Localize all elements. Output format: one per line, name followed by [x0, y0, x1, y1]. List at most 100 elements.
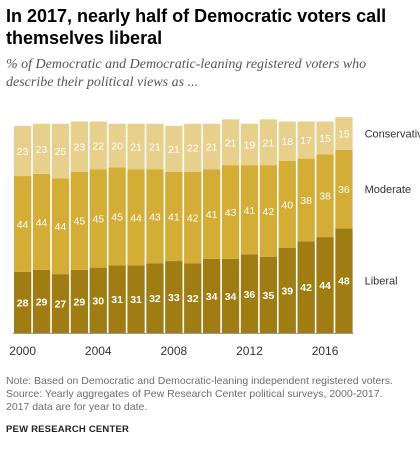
moderate-value-label: 44 [55, 221, 67, 233]
liberal-value-label: 35 [263, 290, 275, 302]
liberal-bar [297, 241, 315, 333]
conservative-bar [14, 125, 32, 177]
liberal-bar [184, 263, 202, 333]
moderate-value-label: 43 [225, 207, 237, 219]
conservative-value-label: 23 [17, 146, 29, 158]
liberal-value-label: 32 [187, 293, 199, 305]
moderate-bar [108, 167, 126, 266]
liberal-value-label: 32 [149, 293, 161, 305]
moderate-value-label: 44 [36, 217, 48, 229]
liberal-bar [335, 228, 353, 333]
liberal-value-label: 44 [319, 280, 331, 292]
conservative-value-label: 21 [206, 142, 218, 154]
note-line: 2017 data are for year to date. [6, 401, 148, 413]
liberal-bar [32, 269, 51, 333]
liberal-value-label: 29 [74, 296, 86, 308]
chart-title: In 2017, nearly half of Democratic voter… [6, 6, 387, 48]
x-tick-label: 2012 [236, 344, 263, 358]
liberal-value-label: 39 [281, 285, 293, 297]
moderate-value-label: 44 [130, 212, 142, 224]
liberal-bar [221, 258, 240, 333]
conservative-bar [89, 121, 107, 170]
liberal-bar [316, 237, 334, 333]
liberal-value-label: 33 [168, 292, 180, 304]
moderate-bar [146, 169, 164, 264]
liberal-bar [127, 265, 145, 333]
moderate-value-label: 42 [187, 212, 199, 224]
conservative-value-label: 21 [263, 137, 275, 149]
liberal-value-label: 34 [225, 291, 237, 303]
moderate-bar [70, 171, 88, 270]
moderate-value-label: 45 [74, 216, 86, 228]
moderate-bar [259, 165, 277, 257]
conservative-value-label: 22 [187, 143, 199, 155]
liberal-value-label: 36 [244, 289, 256, 301]
liberal-bar [108, 265, 126, 333]
liberal-value-label: 28 [17, 297, 29, 309]
liberal-bar [146, 263, 164, 333]
conservative-bar [146, 123, 164, 170]
conservative-value-label: 17 [300, 135, 312, 147]
chart-note: Note: Based on Democratic and Democratic… [6, 375, 411, 414]
conservative-value-label: 23 [36, 144, 48, 156]
liberal-bar [51, 274, 70, 333]
moderate-value-label: 42 [263, 206, 275, 218]
conservative-value-label: 22 [92, 141, 104, 153]
conservative-bar [184, 123, 202, 172]
conservative-bar [240, 123, 259, 166]
moderate-bar [297, 158, 315, 242]
x-tick-label: 2016 [312, 344, 339, 358]
liberal-value-label: 42 [300, 282, 312, 294]
conservative-value-label: 21 [225, 137, 237, 149]
conservative-value-label: 21 [168, 144, 180, 156]
liberal-value-label: 27 [55, 299, 67, 311]
moderate-bar [32, 173, 51, 270]
liberal-bar [70, 269, 88, 333]
moderate-value-label: 45 [111, 211, 123, 223]
conservative-value-label: 15 [319, 133, 331, 145]
note-line: Note: Based on Democratic and Democratic… [6, 375, 393, 387]
conservative-value-label: 20 [111, 141, 123, 153]
legend-label-conservative: Conservative [365, 129, 420, 141]
liberal-bar [278, 247, 296, 333]
conservative-bar [127, 123, 145, 170]
conservative-bar [259, 119, 277, 166]
liberal-value-label: 29 [36, 296, 48, 308]
conservative-bar [51, 123, 70, 179]
conservative-value-label: 25 [55, 146, 67, 158]
x-tick-label: 2008 [160, 344, 187, 358]
conservative-bar [316, 121, 334, 155]
stacked-bar-chart: 28 44 23 29 44 23 27 44 25 29 45 23 30 45 22 31 45 20 31 44… [9, 117, 420, 358]
liberal-bar [14, 271, 32, 333]
moderate-bar [335, 149, 353, 229]
liberal-bar [203, 258, 221, 333]
conservative-value-label: 15 [338, 129, 350, 141]
moderate-bar [203, 169, 221, 259]
moderate-value-label: 40 [281, 199, 293, 211]
moderate-bar [278, 160, 296, 248]
moderate-bar [89, 169, 107, 268]
liberal-bar [165, 261, 183, 333]
moderate-bar [316, 154, 334, 238]
moderate-value-label: 41 [168, 211, 180, 223]
moderate-bar [127, 169, 145, 266]
moderate-value-label: 38 [319, 191, 331, 203]
conservative-bar [335, 117, 353, 150]
conservative-value-label: 19 [244, 139, 256, 151]
conservative-value-label: 23 [74, 142, 86, 154]
moderate-value-label: 41 [206, 209, 218, 221]
liberal-bar [89, 267, 107, 333]
moderate-bar [240, 165, 259, 255]
moderate-value-label: 44 [17, 219, 29, 231]
source-organization: PEW RESEARCH CENTER [6, 424, 130, 435]
moderate-value-label: 43 [149, 211, 161, 223]
conservative-bar [70, 121, 88, 172]
x-tick-label: 2000 [9, 344, 36, 358]
liberal-value-label: 30 [92, 295, 104, 307]
moderate-value-label: 41 [244, 205, 256, 217]
conservative-bar [278, 121, 296, 161]
moderate-bar [221, 165, 240, 259]
conservative-value-label: 21 [130, 142, 142, 154]
conservative-bar [165, 125, 183, 172]
conservative-bar [221, 119, 240, 166]
